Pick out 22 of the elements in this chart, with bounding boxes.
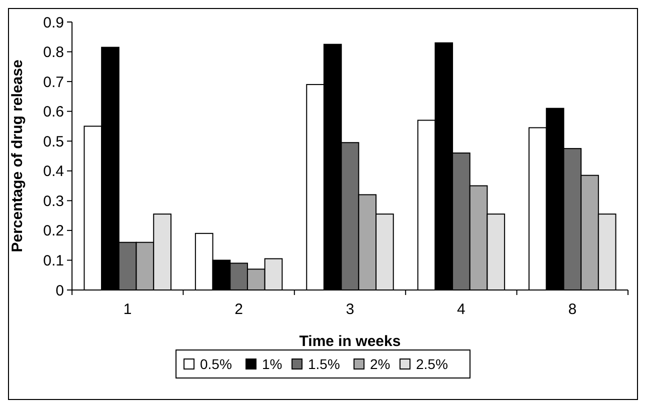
y-tick-label: 0.8 bbox=[43, 44, 64, 62]
y-tick-label: 0.5 bbox=[43, 133, 64, 150]
y-tick-label: 0 bbox=[56, 282, 64, 300]
legend-label: 1.5% bbox=[308, 356, 340, 372]
legend-label: 2.5% bbox=[416, 356, 448, 372]
x-tick-label: 4 bbox=[457, 301, 466, 318]
x-tick-label: 8 bbox=[568, 301, 577, 318]
x-axis-title: Time in weeks bbox=[299, 333, 401, 350]
y-tick-label: 0.7 bbox=[43, 74, 64, 91]
x-tick-label: 1 bbox=[123, 301, 132, 318]
x-tick-label: 2 bbox=[234, 301, 243, 318]
y-tick-label: 0.1 bbox=[43, 252, 64, 270]
y-tick-label: 0.2 bbox=[43, 222, 64, 240]
y-tick-label: 0.4 bbox=[43, 163, 64, 180]
x-tick-label: 3 bbox=[346, 301, 354, 318]
legend-label: 0.5% bbox=[200, 356, 232, 372]
y-tick-label: 0.9 bbox=[43, 14, 64, 32]
legend-label: 1% bbox=[262, 356, 282, 372]
y-axis-title: Percentage of drug release bbox=[9, 60, 26, 252]
y-tick-label: 0.6 bbox=[43, 104, 64, 121]
y-tick-label: 0.3 bbox=[43, 192, 64, 210]
legend-label: 2% bbox=[370, 356, 390, 372]
